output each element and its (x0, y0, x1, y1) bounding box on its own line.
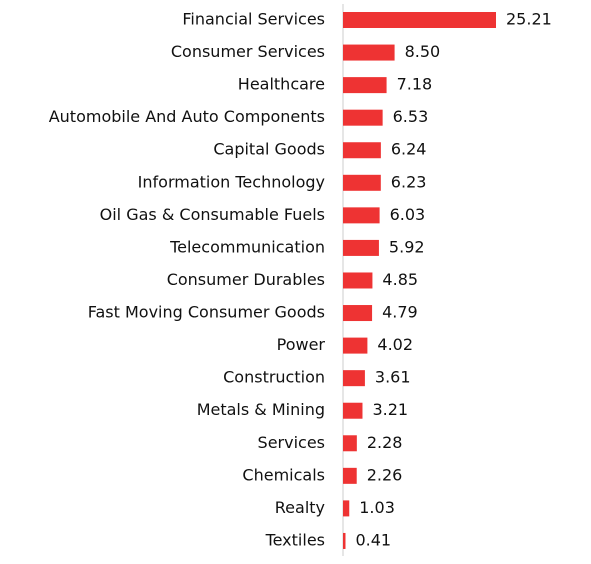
bar (343, 207, 380, 224)
value-label: 0.41 (355, 530, 391, 549)
category-label: Oil Gas & Consumable Fuels (100, 205, 325, 224)
value-label: 6.53 (393, 107, 429, 126)
value-label: 6.24 (391, 140, 427, 159)
bar (343, 142, 381, 159)
bar (343, 174, 381, 191)
category-label: Services (258, 433, 325, 452)
bar (343, 370, 365, 387)
bar (343, 402, 363, 419)
bar (343, 109, 383, 126)
value-label: 6.03 (390, 205, 426, 224)
value-label: 5.92 (389, 237, 425, 256)
value-label: 2.28 (367, 433, 403, 452)
value-label: 7.18 (397, 75, 433, 94)
category-label: Consumer Services (171, 42, 325, 61)
category-label: Financial Services (182, 10, 325, 29)
category-label: Fast Moving Consumer Goods (88, 303, 325, 322)
category-label: Textiles (265, 530, 325, 549)
value-label: 2.26 (367, 465, 403, 484)
value-label: 3.21 (372, 400, 408, 419)
category-label: Construction (223, 368, 325, 387)
bar (343, 467, 357, 484)
category-label: Realty (275, 498, 325, 517)
category-label: Capital Goods (213, 140, 325, 159)
bar (343, 305, 373, 322)
bar (343, 337, 368, 354)
value-label: 1.03 (359, 498, 395, 517)
value-label: 4.85 (382, 270, 418, 289)
category-label: Healthcare (238, 75, 325, 94)
bar (343, 12, 496, 28)
bar (343, 44, 395, 61)
category-label: Telecommunication (169, 237, 325, 256)
value-label: 8.50 (405, 42, 441, 61)
bar (343, 239, 379, 256)
category-label: Information Technology (138, 172, 325, 191)
value-label: 4.02 (377, 335, 413, 354)
category-label: Consumer Durables (167, 270, 325, 289)
value-label: 4.79 (382, 303, 418, 322)
category-label: Automobile And Auto Components (49, 107, 325, 126)
value-label: 6.23 (391, 172, 427, 191)
bar (343, 435, 357, 452)
bar (343, 500, 350, 517)
value-label: 3.61 (375, 368, 411, 387)
bar (343, 532, 346, 549)
category-label: Chemicals (242, 465, 325, 484)
category-label: Metals & Mining (197, 400, 325, 419)
bar (343, 77, 387, 94)
value-label: 25.21 (506, 10, 552, 29)
bar (343, 272, 373, 289)
category-label: Power (277, 335, 326, 354)
